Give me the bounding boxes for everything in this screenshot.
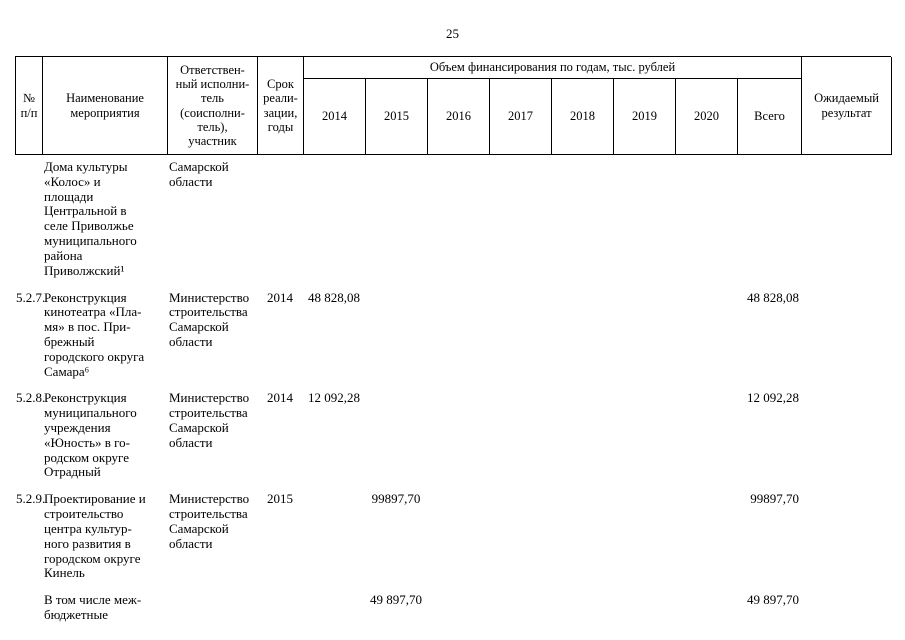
header-cell-financing-span: Объем финансирования по годам, тыс. рубл…: [304, 57, 802, 79]
row-executor: Министерство строительства Самарской обл…: [169, 289, 250, 349]
row-term: 2014: [267, 289, 293, 305]
row-name: Проектирование и строительство центра ку…: [44, 491, 146, 581]
row-name: В том числе меж- бюджетные: [44, 592, 142, 622]
row-value-2015: 99897,70: [371, 491, 421, 507]
row-name: Дома культуры «Колос» и площади Централь…: [44, 159, 137, 278]
row-term: 2014: [267, 390, 293, 406]
header-cell-term: Срок реали- зации, годы: [258, 57, 304, 155]
header-cell-result: Ожидаемый результат: [802, 57, 892, 155]
financing-table: № п/п Наименование мероприятия Ответстве…: [15, 56, 892, 635]
row-value-2014: 48 828,08: [308, 289, 360, 305]
table-row: В том числе меж- бюджетные 49 897,70 49 …: [15, 592, 891, 623]
row-total: 12 092,28: [747, 390, 799, 406]
header-cell-year-2019: 2019: [614, 79, 676, 155]
row-total: 99897,70: [750, 491, 799, 507]
header-cell-num: № п/п: [16, 57, 43, 155]
header-cell-year-2018: 2018: [552, 79, 614, 155]
header-cell-year-2016: 2016: [428, 79, 490, 155]
row-num: 5.2.9.: [16, 491, 46, 507]
table-header: № п/п Наименование мероприятия Ответстве…: [15, 56, 892, 155]
row-term: 2015: [267, 491, 293, 507]
row-total: 49 897,70: [747, 592, 799, 608]
header-cell-year-2014: 2014: [304, 79, 366, 155]
row-executor: Министерство строительства Самарской обл…: [169, 390, 250, 450]
row-num: 5.2.8.: [16, 390, 46, 406]
row-name: Реконструкция кинотеатра «Пла- мя» в пос…: [44, 289, 145, 379]
header-cell-year-2017: 2017: [490, 79, 552, 155]
row-num: 5.2.7.: [16, 289, 46, 305]
row-executor: Самарской области: [169, 159, 229, 189]
row-name: Реконструкция муниципального учреждения …: [44, 390, 137, 480]
header-cell-year-2020: 2020: [676, 79, 738, 155]
row-total: 48 828,08: [747, 289, 799, 305]
table-row: 5.2.8. Реконструкция муниципального учре…: [15, 390, 891, 480]
table-body: Дома культуры «Колос» и площади Централь…: [15, 159, 891, 623]
page-number: 25: [446, 26, 459, 41]
row-value-2015: 49 897,70: [370, 592, 422, 608]
header-cell-name: Наименование мероприятия: [43, 57, 168, 155]
row-executor: Министерство строительства Самарской обл…: [169, 491, 250, 551]
table-row: 5.2.9. Проектирование и строительство це…: [15, 491, 891, 581]
row-value-2014: 12 092,28: [308, 390, 360, 406]
header-cell-executor: Ответствен- ный исполни- тель (соисполни…: [168, 57, 258, 155]
header-cell-year-2015: 2015: [366, 79, 428, 155]
table-row: 5.2.7. Реконструкция кинотеатра «Пла- мя…: [15, 289, 891, 380]
table-row: Дома культуры «Колос» и площади Централь…: [15, 159, 891, 279]
header-cell-total: Всего: [738, 79, 802, 155]
